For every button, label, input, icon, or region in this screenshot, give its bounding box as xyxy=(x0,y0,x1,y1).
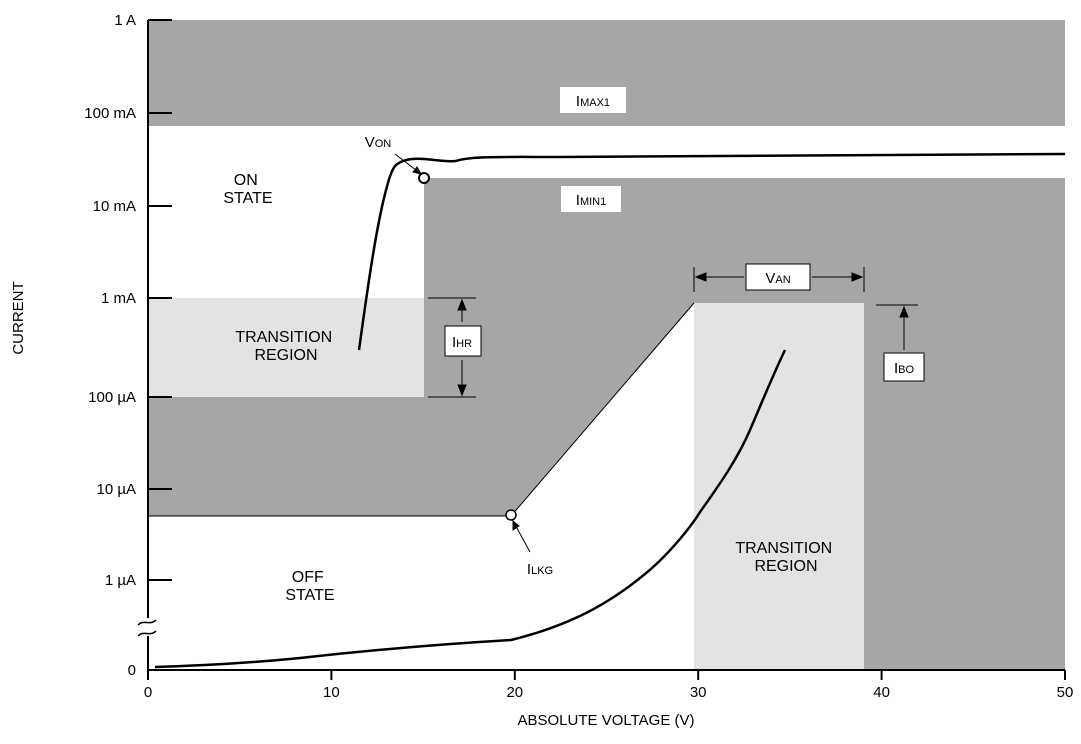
x-tick-label: 30 xyxy=(690,684,707,701)
y-tick-label: 10 mA xyxy=(93,198,136,215)
leakage-boundary-line xyxy=(510,302,695,517)
axes xyxy=(137,20,1065,671)
imin-label-box xyxy=(561,186,621,212)
von-label: VON xyxy=(365,134,392,151)
von-point xyxy=(418,172,430,184)
van-arrowhead-left xyxy=(694,272,707,282)
transition-region-right xyxy=(694,303,864,670)
y-tick-label: 1 µA xyxy=(105,572,136,589)
imax-label-box xyxy=(560,87,626,113)
off-state-label: OFF STATE xyxy=(285,569,334,604)
ihr-arrowhead-down xyxy=(457,384,467,397)
left-lower-region xyxy=(148,397,424,516)
x-tick-label: 50 xyxy=(1057,684,1074,701)
ihr-label: IHR xyxy=(452,334,472,351)
ibo-label: IBO xyxy=(894,360,915,377)
x-ticks: 0 10 20 30 40 50 xyxy=(144,670,1074,701)
imax-label: IMAX1 xyxy=(576,93,610,110)
transition-right-label: TRANSITION REGION xyxy=(735,540,836,575)
y-tick-label: 10 µA xyxy=(97,481,137,498)
x-tick-label: 0 xyxy=(144,684,152,701)
van-label-box xyxy=(745,263,811,291)
transition-region-left xyxy=(148,298,424,397)
transition-left-label: TRANSITION REGION xyxy=(235,329,336,364)
von-arrowhead xyxy=(412,166,423,175)
ilkg-arrowhead xyxy=(512,519,520,531)
van-label: VAN xyxy=(765,270,790,287)
y-tick-label: 1 A xyxy=(114,12,136,29)
x-tick-label: 10 xyxy=(323,684,340,701)
y-ticks: 0 1 µA 10 µA 100 µA 1 mA 10 mA 100 mA 1 A xyxy=(84,12,172,679)
y-axis-title: CURRENT xyxy=(10,281,27,354)
y-tick-label: 0 xyxy=(128,662,136,679)
ibo-arrowhead xyxy=(899,305,909,318)
y-tick-label: 1 mA xyxy=(101,290,136,307)
ilkg-label: ILKG xyxy=(527,561,553,578)
imin-label: IMIN1 xyxy=(576,192,606,209)
ihr-label-box xyxy=(444,325,482,357)
van-arrowhead-right xyxy=(851,272,864,282)
x-tick-label: 20 xyxy=(506,684,523,701)
annotation-lines xyxy=(394,153,918,553)
axis-break-mark xyxy=(137,619,157,637)
ilkg-point xyxy=(505,509,517,521)
x-tick-label: 40 xyxy=(873,684,890,701)
off-state-curve xyxy=(154,349,787,669)
on-state-label: ON STATE xyxy=(223,172,272,207)
y-tick-label: 100 mA xyxy=(84,105,136,122)
y-tick-label: 100 µA xyxy=(88,389,136,406)
ihr-arrowhead-up xyxy=(457,298,467,311)
on-state-curve xyxy=(357,152,1066,351)
x-axis-title: ABSOLUTE VOLTAGE (V) xyxy=(518,712,695,729)
ibo-label-box xyxy=(883,352,925,382)
